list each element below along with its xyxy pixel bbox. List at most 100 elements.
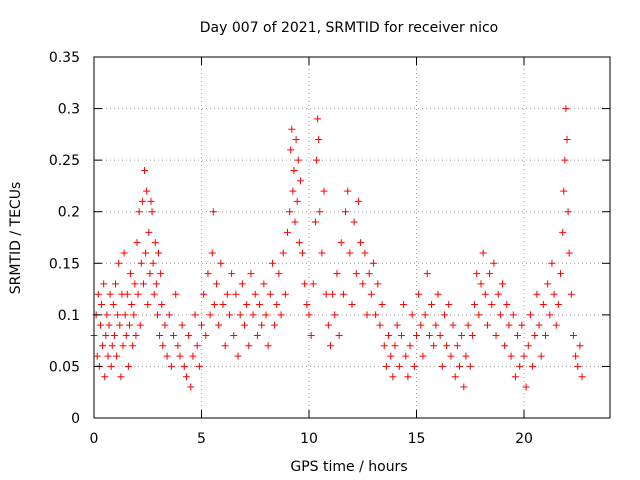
data-point (559, 228, 567, 236)
data-point (249, 311, 257, 319)
data-point (514, 331, 522, 339)
data-point (548, 259, 556, 267)
y-tick-label: 0.1 (58, 308, 80, 324)
data-point (286, 208, 294, 216)
data-point (516, 362, 524, 370)
data-point (121, 311, 129, 319)
data-point (305, 311, 313, 319)
data-point (314, 115, 322, 123)
data-point (119, 342, 127, 350)
data-point (100, 280, 108, 288)
data-point (202, 331, 210, 339)
data-point (296, 177, 304, 185)
data-point (234, 352, 242, 360)
data-point (137, 259, 145, 267)
data-points (90, 105, 586, 391)
data-point (378, 301, 386, 309)
data-point (132, 331, 140, 339)
data-point (535, 321, 543, 329)
data-point (494, 290, 502, 298)
data-point (533, 290, 541, 298)
data-point (200, 290, 208, 298)
data-point (423, 270, 431, 278)
data-point (292, 136, 300, 144)
data-point (294, 156, 302, 164)
data-point (526, 311, 534, 319)
data-point (157, 270, 165, 278)
data-point (421, 311, 429, 319)
data-point (531, 331, 539, 339)
data-point (262, 311, 270, 319)
data-point (115, 259, 123, 267)
data-point (509, 311, 517, 319)
data-point (152, 280, 160, 288)
data-point (153, 311, 161, 319)
data-point (128, 301, 136, 309)
data-point (372, 311, 380, 319)
data-point (142, 249, 150, 257)
plot-frame (93, 56, 611, 419)
data-point (145, 228, 153, 236)
data-point (299, 249, 307, 257)
data-point (277, 311, 285, 319)
data-point (451, 373, 459, 381)
data-point (273, 301, 281, 309)
data-point (290, 166, 298, 174)
x-tick-label: 5 (197, 431, 206, 447)
data-point (138, 197, 146, 205)
data-point (156, 331, 164, 339)
data-point (116, 321, 124, 329)
data-point (410, 362, 418, 370)
data-point (106, 290, 114, 298)
data-point (217, 259, 225, 267)
data-point (108, 342, 116, 350)
data-point (105, 321, 113, 329)
data-point (130, 311, 138, 319)
data-point (204, 270, 212, 278)
data-point (520, 352, 528, 360)
data-point (352, 270, 360, 278)
data-point (445, 301, 453, 309)
data-point (354, 197, 362, 205)
data-point (395, 362, 403, 370)
data-point (210, 301, 218, 309)
data-point (303, 301, 311, 309)
data-point (275, 270, 283, 278)
data-point (572, 352, 580, 360)
data-point (359, 280, 367, 288)
data-point (402, 352, 410, 360)
data-point (449, 321, 457, 329)
data-point (316, 208, 324, 216)
data-point (215, 321, 223, 329)
data-point (243, 301, 251, 309)
data-point (191, 311, 199, 319)
data-point (178, 321, 186, 329)
data-point (542, 331, 549, 339)
data-point (98, 301, 106, 309)
x-tick-label: 15 (408, 431, 426, 447)
data-point (557, 270, 565, 278)
data-point (155, 249, 162, 257)
data-point (537, 352, 545, 360)
data-point (307, 331, 315, 339)
data-point (149, 259, 157, 267)
data-point (492, 331, 500, 339)
data-point (438, 362, 446, 370)
data-point (266, 290, 274, 298)
data-point (524, 342, 532, 350)
data-point (544, 280, 552, 288)
data-point (473, 270, 481, 278)
data-point (408, 311, 416, 319)
data-point (346, 249, 354, 257)
data-point (565, 249, 573, 257)
data-point (258, 321, 266, 329)
data-point (99, 342, 107, 350)
data-point (167, 362, 175, 370)
data-point (567, 290, 575, 298)
data-point (114, 311, 122, 319)
data-point (228, 270, 236, 278)
data-point (174, 342, 182, 350)
data-point (104, 352, 112, 360)
